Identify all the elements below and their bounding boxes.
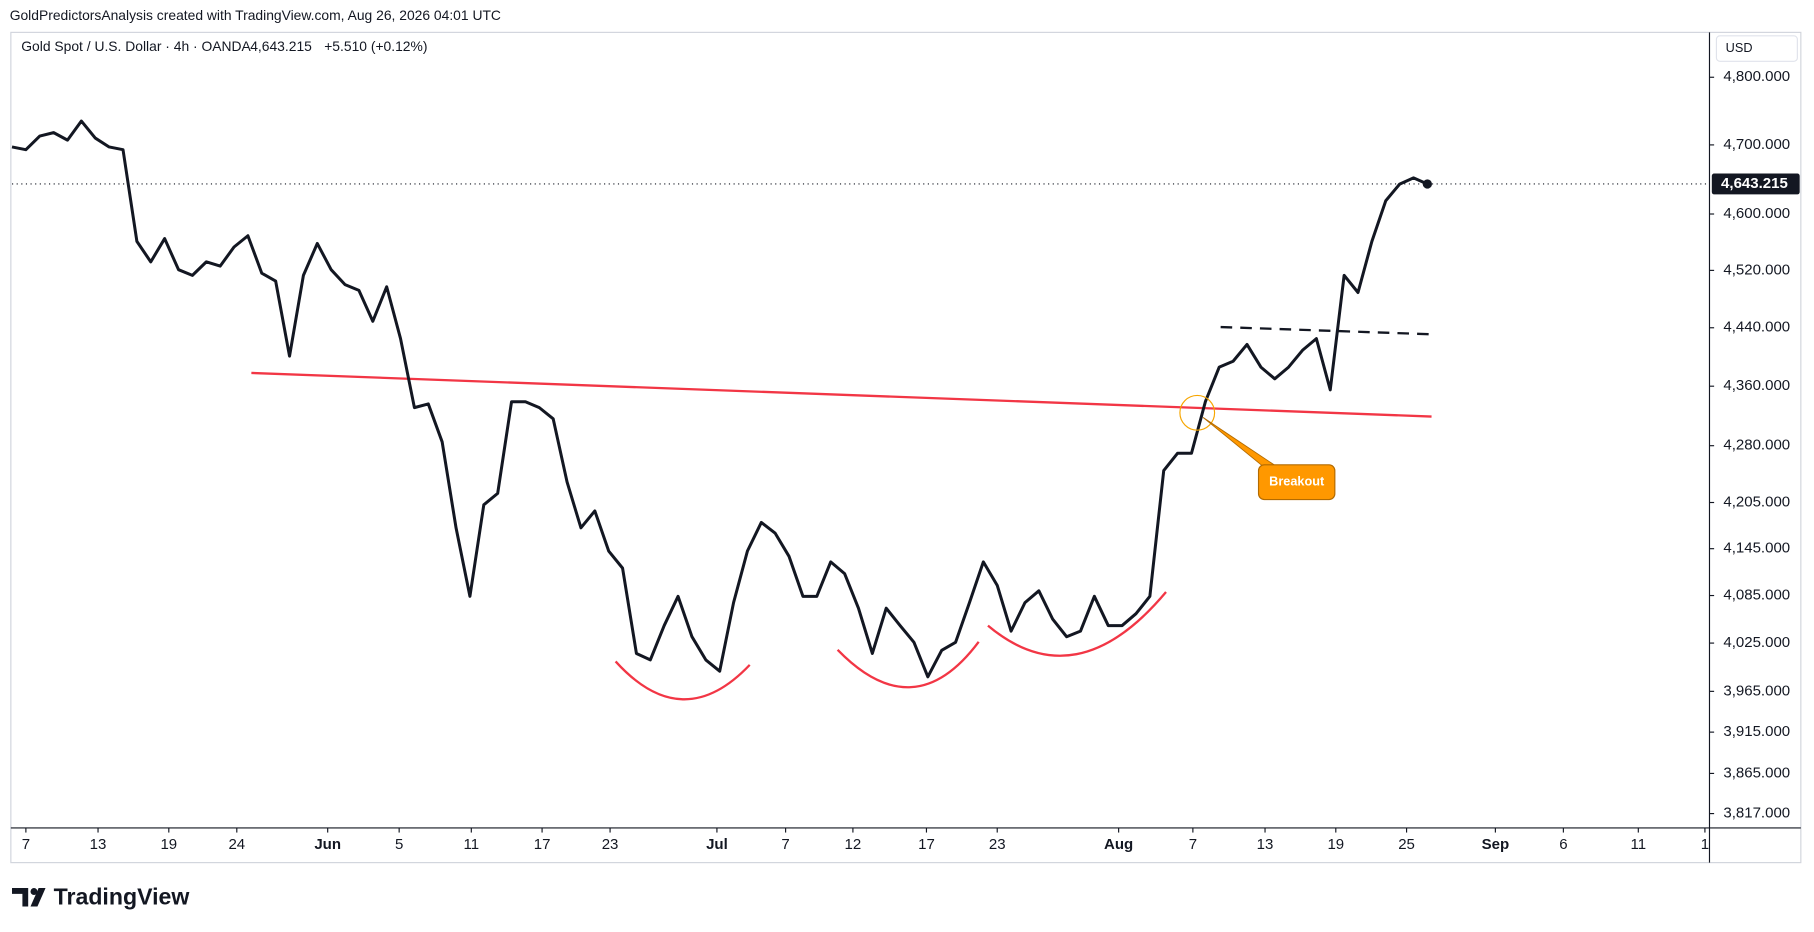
- x-tick-label: Jul: [706, 836, 728, 853]
- x-tick-label: 17: [918, 836, 935, 853]
- x-tick-label: 17: [534, 836, 551, 853]
- x-tick-label: 25: [1398, 836, 1415, 853]
- callout-box: [1257, 464, 1336, 501]
- x-tick-label: 7: [781, 836, 789, 853]
- brand: TradingView: [54, 884, 191, 910]
- y-tick-label: 4,520.000: [1723, 261, 1790, 278]
- trendline: [1220, 325, 1432, 336]
- cup-arcs: [614, 591, 1167, 701]
- y-tick-label: 3,915.000: [1723, 723, 1790, 740]
- x-tick-label: 12: [845, 836, 862, 853]
- symbol: Gold Spot / U.S. Dollar · 4h · OANDA: [21, 38, 251, 54]
- y-tick-label: 3,817.000: [1723, 805, 1790, 822]
- frame: [10, 31, 1802, 864]
- x-tick-label: 1: [1701, 836, 1709, 853]
- y-tick-label: 4,700.000: [1723, 136, 1790, 153]
- x-tick-label: Aug: [1104, 836, 1133, 853]
- callout-text: Breakout: [1269, 474, 1325, 489]
- last-price-badge-label: 4,643.215: [1721, 175, 1788, 192]
- y-tick-label: 4,205.000: [1723, 493, 1790, 510]
- attribution: GoldPredictorsAnalysis created with Trad…: [10, 7, 501, 23]
- x-tick-label: 23: [602, 836, 619, 853]
- arc: [987, 591, 1167, 657]
- y-tick-label: 4,085.000: [1723, 587, 1790, 604]
- y-tick-label: 4,145.000: [1723, 540, 1790, 557]
- last-price: 4,643.215: [250, 38, 312, 54]
- y-tick-label: 3,865.000: [1723, 764, 1790, 781]
- trendline: [251, 371, 1432, 418]
- last-price-badge: [1711, 173, 1800, 195]
- arc: [836, 641, 980, 689]
- x-tick-label: 5: [395, 836, 403, 853]
- currency-box[interactable]: [1715, 35, 1798, 62]
- x-tick-label: 19: [160, 836, 177, 853]
- y-tick-label: 4,440.000: [1723, 319, 1790, 336]
- y-tick-label: 4,280.000: [1723, 437, 1790, 454]
- x-tick-label: 7: [22, 836, 30, 853]
- logo-dot: [30, 888, 38, 895]
- y-tick-label: 4,600.000: [1723, 205, 1790, 222]
- x-tick-label: 19: [1327, 836, 1344, 853]
- x-tick-label: Sep: [1482, 836, 1510, 853]
- currency[interactable]: USD: [1726, 40, 1753, 55]
- y-tick-label: 4,360.000: [1723, 377, 1790, 394]
- x-tick-label: 23: [989, 836, 1006, 853]
- logo-shape: [30, 888, 46, 907]
- y-tick-label: 3,965.000: [1723, 682, 1790, 699]
- x-tick-label: Jun: [314, 836, 341, 853]
- y-tick-label: 4,800.000: [1723, 68, 1790, 85]
- arc: [614, 660, 751, 701]
- x-tick-label: 11: [1631, 836, 1647, 853]
- x-tick-label: 7: [1189, 836, 1197, 853]
- y-tick-label: 4,025.000: [1723, 634, 1790, 651]
- logo-shape: [12, 888, 29, 907]
- x-tick-label: 11: [464, 836, 480, 853]
- callout-pointer: [1202, 417, 1281, 469]
- x-tick-label: 13: [1257, 836, 1274, 853]
- change: +5.510 (+0.12%): [324, 38, 427, 54]
- x-tick-label: 6: [1559, 836, 1567, 853]
- x-tick-label: 24: [228, 836, 245, 853]
- breakout-circle: [1179, 394, 1216, 431]
- price-line: [11, 119, 1428, 679]
- x-tick-label: 13: [90, 836, 107, 853]
- brand-logo: [12, 888, 46, 907]
